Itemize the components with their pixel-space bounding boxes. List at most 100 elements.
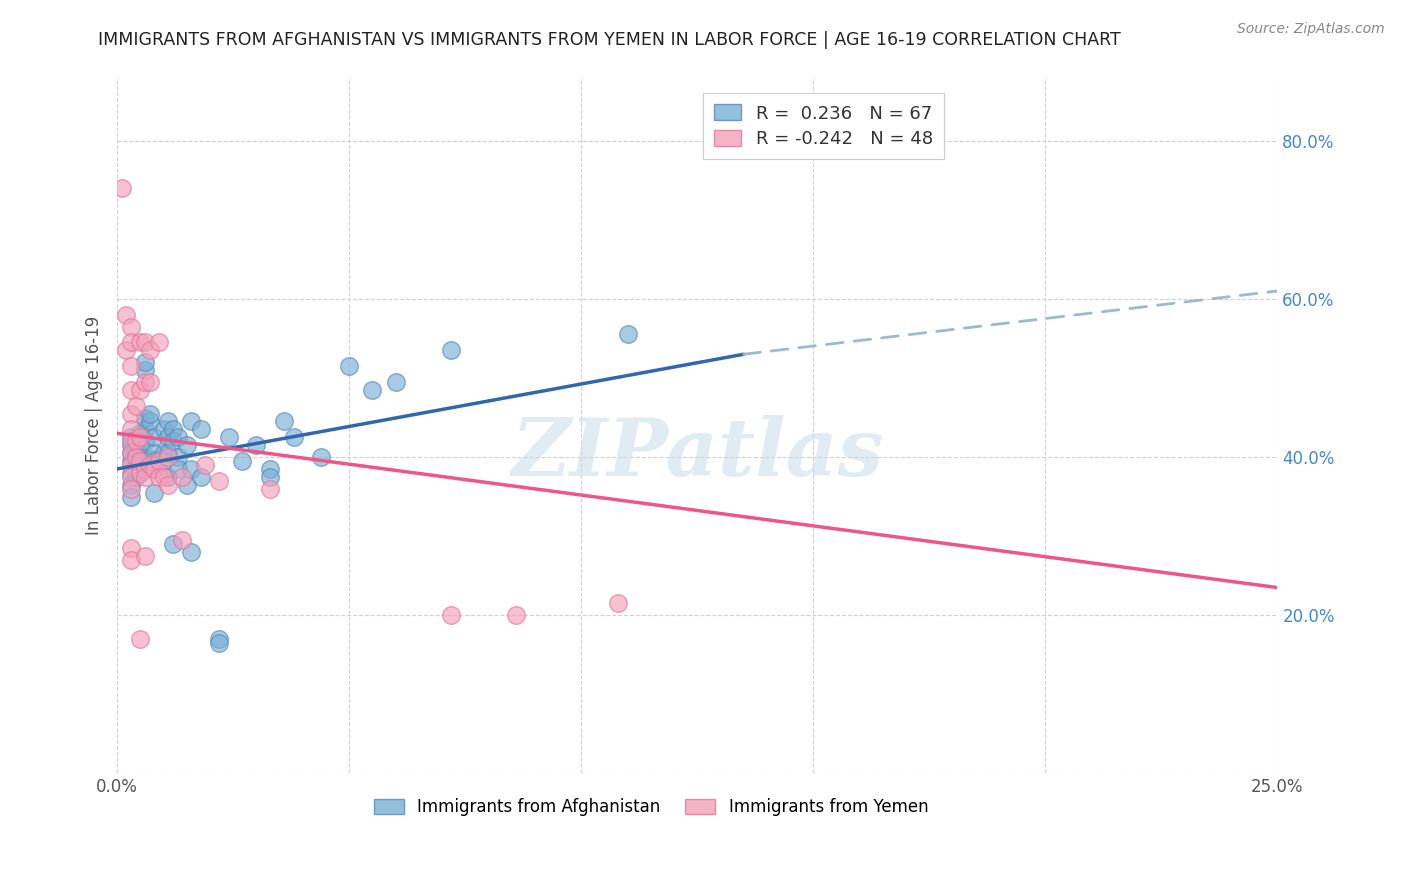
Text: IMMIGRANTS FROM AFGHANISTAN VS IMMIGRANTS FROM YEMEN IN LABOR FORCE | AGE 16-19 : IMMIGRANTS FROM AFGHANISTAN VS IMMIGRANT… [98, 31, 1121, 49]
Point [134, 355, 156, 369]
Point [157, 430, 180, 444]
Point [157, 450, 180, 464]
Point [616, 327, 638, 342]
Point [134, 462, 156, 476]
Point [311, 450, 333, 464]
Point [129, 466, 152, 480]
Point [120, 430, 142, 444]
Point [138, 375, 160, 389]
Point [115, 343, 138, 358]
Point [125, 470, 148, 484]
Legend: Immigrants from Afghanistan, Immigrants from Yemen: Immigrants from Afghanistan, Immigrants … [366, 789, 936, 824]
Point [125, 434, 148, 449]
Point [120, 383, 142, 397]
Point [129, 632, 152, 646]
Point [505, 608, 527, 623]
Point [120, 335, 142, 350]
Point [143, 462, 166, 476]
Point [120, 458, 142, 472]
Point [125, 442, 148, 457]
Point [120, 359, 142, 373]
Point [245, 438, 267, 452]
Point [125, 450, 148, 464]
Point [194, 458, 217, 472]
Point [361, 383, 384, 397]
Point [337, 359, 360, 373]
Point [157, 446, 180, 460]
Point [134, 462, 156, 476]
Point [231, 454, 253, 468]
Point [148, 470, 170, 484]
Point [176, 477, 198, 491]
Point [384, 375, 406, 389]
Point [120, 541, 142, 555]
Point [134, 375, 156, 389]
Point [120, 438, 142, 452]
Point [129, 466, 152, 480]
Point [148, 454, 170, 468]
Point [143, 446, 166, 460]
Text: Source: ZipAtlas.com: Source: ZipAtlas.com [1237, 22, 1385, 37]
Point [134, 454, 156, 468]
Point [259, 482, 281, 496]
Point [152, 422, 174, 436]
Point [190, 422, 212, 436]
Point [180, 462, 202, 476]
Point [143, 485, 166, 500]
Point [172, 533, 194, 548]
Point [143, 430, 166, 444]
Point [152, 446, 174, 460]
Point [134, 363, 156, 377]
Point [208, 636, 231, 650]
Point [120, 407, 142, 421]
Point [138, 343, 160, 358]
Point [152, 470, 174, 484]
Point [134, 549, 156, 563]
Point [273, 415, 295, 429]
Point [134, 470, 156, 484]
Point [157, 470, 180, 484]
Point [208, 632, 231, 646]
Point [125, 458, 148, 472]
Point [134, 410, 156, 425]
Point [134, 422, 156, 436]
Point [120, 553, 142, 567]
Point [120, 446, 142, 460]
Point [125, 450, 148, 464]
Point [129, 426, 152, 441]
Point [120, 482, 142, 496]
Point [162, 422, 184, 436]
Point [190, 470, 212, 484]
Point [218, 430, 240, 444]
Point [120, 470, 142, 484]
Point [152, 454, 174, 468]
Point [440, 608, 463, 623]
Point [120, 422, 142, 436]
Point [162, 434, 184, 449]
Point [134, 335, 156, 350]
Point [134, 434, 156, 449]
Point [259, 470, 281, 484]
Point [157, 477, 180, 491]
Point [440, 343, 463, 358]
Point [176, 438, 198, 452]
Point [172, 470, 194, 484]
Point [166, 430, 188, 444]
Point [166, 450, 188, 464]
Point [143, 454, 166, 468]
Point [162, 537, 184, 551]
Point [120, 434, 142, 449]
Point [166, 462, 188, 476]
Point [120, 490, 142, 504]
Point [129, 450, 152, 464]
Point [129, 458, 152, 472]
Point [125, 399, 148, 413]
Point [120, 466, 142, 480]
Point [180, 415, 202, 429]
Point [138, 415, 160, 429]
Point [143, 462, 166, 476]
Point [129, 438, 152, 452]
Point [129, 383, 152, 397]
Point [607, 596, 630, 610]
Point [129, 430, 152, 444]
